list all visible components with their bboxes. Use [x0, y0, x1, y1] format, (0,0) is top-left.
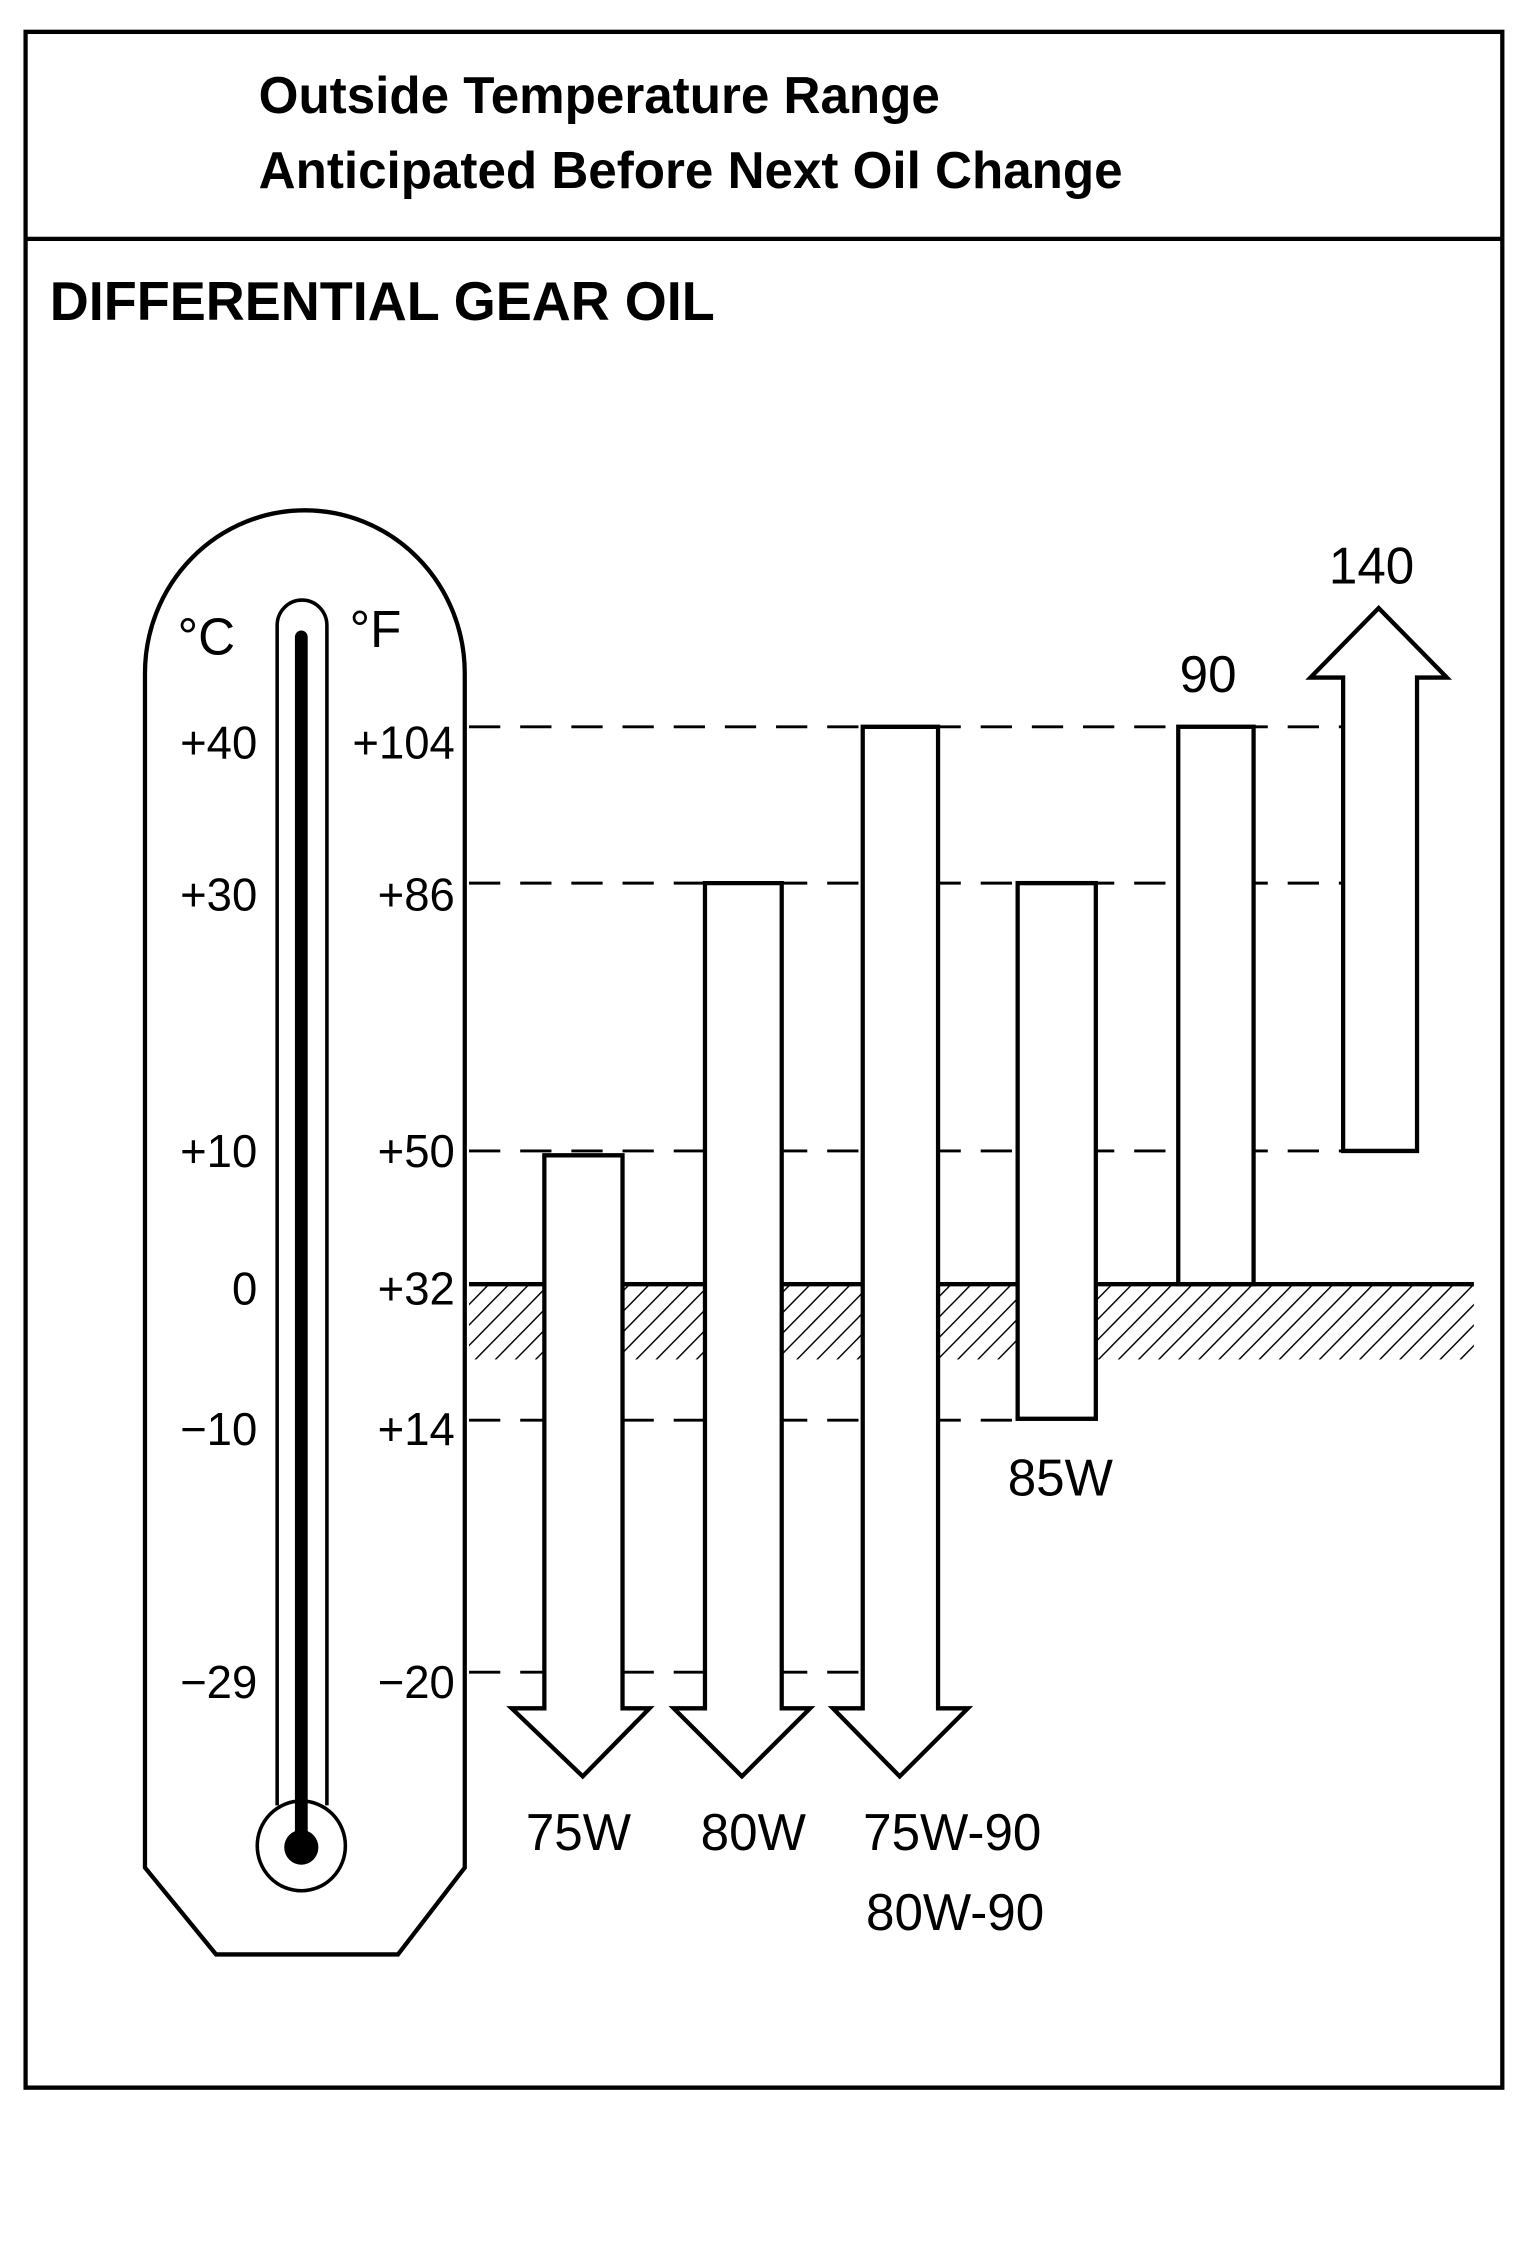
celsius-unit: °C: [178, 607, 235, 666]
scale-label: +10: [180, 1124, 257, 1176]
header-line: Anticipated Before Next Oil Change: [259, 141, 1123, 200]
scale-label: +30: [180, 868, 257, 920]
scale-label: −10: [180, 1402, 257, 1454]
frame: [23, 29, 1505, 2090]
scale-label: +104: [352, 716, 454, 768]
scale-labels: +40 +30 +10 0 −10 −29 +104 +86 +50 +32 +14 −20: [180, 716, 455, 1708]
scale-label: +40: [180, 716, 257, 768]
range-arrow: [827, 724, 974, 1780]
grade-label: 80W: [701, 1803, 806, 1862]
scale-label: 0: [232, 1262, 257, 1314]
scale-label: +86: [378, 868, 455, 920]
grade-label: 75W: [526, 1803, 631, 1862]
range-arrow: [1305, 604, 1453, 1154]
scale-label: +50: [378, 1124, 455, 1176]
scale-label: +32: [378, 1262, 455, 1314]
grade-label: 90: [1180, 645, 1237, 704]
thermometer-body: [142, 508, 467, 1957]
range-arrow: [506, 1153, 655, 1780]
thermometer-tube: [275, 598, 329, 1806]
mercury-bulb: [284, 1829, 319, 1865]
range-arrow: [668, 880, 816, 1780]
range-bar: [1015, 880, 1098, 1421]
header-line: Outside Temperature Range: [259, 65, 940, 124]
freezing-band: [469, 1284, 1474, 1360]
grade-label: 140: [1329, 536, 1414, 595]
scale-label: +14: [378, 1402, 455, 1454]
fahrenheit-unit: °F: [350, 600, 402, 659]
title: DIFFERENTIAL GEAR OIL: [50, 271, 715, 333]
scale-label: −20: [378, 1656, 455, 1708]
grade-label: 75W-90: [863, 1803, 1041, 1862]
grade-label: 85W: [1008, 1448, 1113, 1507]
grade-label: 80W-90: [866, 1882, 1044, 1941]
range-bar: [1176, 724, 1256, 1287]
scale-label: −29: [180, 1656, 257, 1708]
